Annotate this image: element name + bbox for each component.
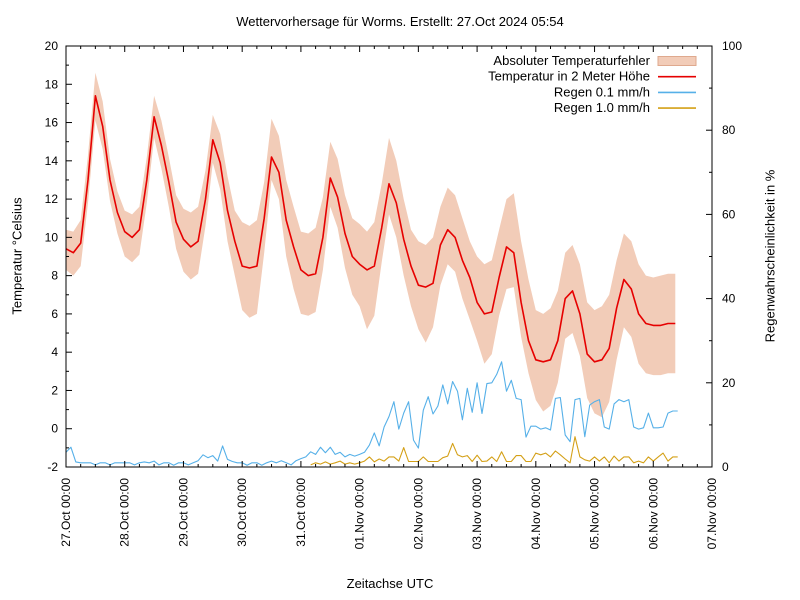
legend-label: Temperatur in 2 Meter Höhe [488, 69, 650, 84]
x-axis-label: Zeitachse UTC [346, 576, 434, 591]
x-tick-label: 27.Oct 00:00 [59, 478, 73, 547]
legend-label: Regen 0.1 mm/h [554, 84, 650, 99]
y-left-tick-label: 14 [45, 154, 59, 168]
y-right-tick-label: 0 [722, 460, 729, 474]
x-tick-label: 31.Oct 00:00 [294, 478, 308, 547]
x-tick-label: 28.Oct 00:00 [118, 478, 132, 547]
y-left-tick-label: -2 [47, 460, 58, 474]
y-right-tick-label: 60 [722, 207, 736, 221]
x-tick-label: 01.Nov 00:00 [353, 478, 367, 550]
x-tick-label: 02.Nov 00:00 [411, 478, 425, 550]
y-left-tick-label: 10 [45, 230, 59, 244]
y-left-tick-label: 12 [45, 192, 59, 206]
rain-1-0-line [310, 436, 678, 466]
x-tick-label: 05.Nov 00:00 [588, 478, 602, 550]
x-tick-label: 03.Nov 00:00 [470, 478, 484, 550]
y-left-tick-label: 16 [45, 116, 59, 130]
y-right-tick-label: 80 [722, 123, 736, 137]
x-tick-label: 04.Nov 00:00 [529, 478, 543, 550]
y-right-tick-label: 40 [722, 292, 736, 306]
y-right-tick-label: 20 [722, 376, 736, 390]
y-left-tick-label: 2 [51, 383, 58, 397]
x-tick-label: 29.Oct 00:00 [176, 478, 190, 547]
legend-label: Absoluter Temperaturfehler [493, 53, 650, 68]
y-right-tick-label: 100 [722, 39, 742, 53]
chart-title: Wettervorhersage für Worms. Erstellt: 27… [236, 14, 564, 29]
legend-label: Regen 1.0 mm/h [554, 100, 650, 115]
y-left-tick-label: 18 [45, 77, 59, 91]
x-tick-label: 06.Nov 00:00 [646, 478, 660, 550]
temperature-line [65, 95, 676, 363]
y-left-tick-label: 6 [51, 307, 58, 321]
y-left-tick-label: 8 [51, 269, 58, 283]
temperature-error-band [66, 72, 676, 418]
y-left-tick-label: 20 [45, 39, 59, 53]
rain-0-1-line [65, 361, 678, 466]
y-left-tick-label: 4 [51, 345, 58, 359]
legend-swatch-error-band [657, 56, 697, 66]
x-tick-label: 07.Nov 00:00 [705, 478, 719, 550]
x-tick-label: 30.Oct 00:00 [235, 478, 249, 547]
y-left-tick-label: 0 [51, 422, 58, 436]
